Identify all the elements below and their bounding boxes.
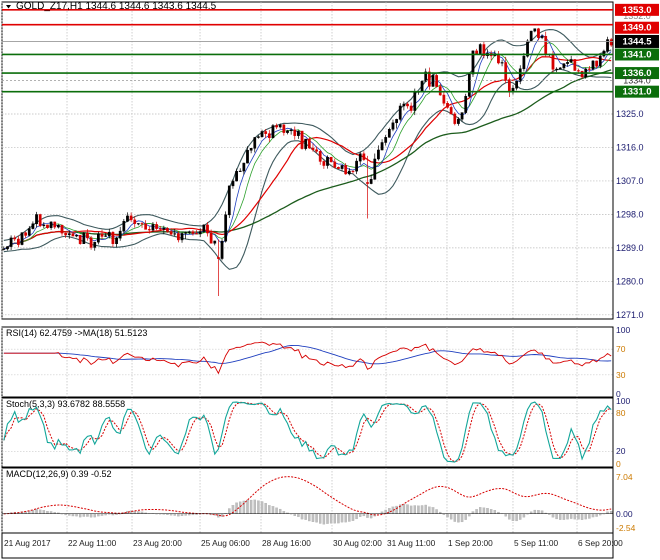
svg-text:1344.5: 1344.5 [622,36,652,47]
svg-text:1289.0: 1289.0 [616,243,644,253]
svg-text:RSI(14) 62.4759 ->MA(18) 51.5: RSI(14) 62.4759 ->MA(18) 51.5123 [6,328,147,338]
svg-text:25 Aug 06:00: 25 Aug 06:00 [201,538,250,548]
svg-text:70: 70 [616,344,626,354]
svg-text:21 Aug 2017: 21 Aug 2017 [4,538,51,548]
svg-text:20: 20 [616,446,626,456]
svg-text:Stoch(5,3,3) 93.6782 88.5558: Stoch(5,3,3) 93.6782 88.5558 [6,399,125,409]
svg-text:7.04: 7.04 [616,472,633,482]
svg-text:1271.0: 1271.0 [616,310,644,320]
svg-text:30: 30 [616,370,626,380]
svg-text:6 Sep 20:00: 6 Sep 20:00 [578,538,623,548]
svg-text:100: 100 [616,325,630,335]
svg-text:1280.0: 1280.0 [616,276,644,286]
svg-text:100: 100 [616,396,630,406]
svg-text:1 Sep 20:00: 1 Sep 20:00 [448,538,493,548]
svg-text:GOLD_Z17,H1 1344.6 1344.6 134: GOLD_Z17,H1 1344.6 1344.6 1343.6 1344.5 [16,1,217,12]
svg-text:-2.54: -2.54 [616,523,636,533]
svg-text:30 Aug 02:00: 30 Aug 02:00 [333,538,382,548]
svg-text:MACD(12,26,9) 0.39 -0.52: MACD(12,26,9) 0.39 -0.52 [6,469,112,479]
svg-text:1341.0: 1341.0 [622,49,651,60]
svg-text:0.00: 0.00 [616,509,633,519]
svg-text:28 Aug 16:00: 28 Aug 16:00 [262,538,311,548]
svg-text:80: 80 [616,408,626,418]
svg-text:23 Aug 20:00: 23 Aug 20:00 [133,538,182,548]
svg-text:5 Sep 11:00: 5 Sep 11:00 [514,538,559,548]
svg-text:1316.0: 1316.0 [616,142,644,152]
svg-text:22 Aug 11:00: 22 Aug 11:00 [68,538,117,548]
svg-text:1298.0: 1298.0 [616,209,644,219]
svg-text:1349.0: 1349.0 [622,23,651,34]
svg-text:1353.0: 1353.0 [622,5,651,16]
svg-text:1325.0: 1325.0 [616,109,644,119]
svg-text:1307.0: 1307.0 [616,176,644,186]
svg-text:1331.0: 1331.0 [622,87,651,98]
svg-text:0: 0 [616,459,621,469]
svg-text:1334.0: 1334.0 [623,76,651,86]
svg-text:31 Aug 11:00: 31 Aug 11:00 [387,538,436,548]
